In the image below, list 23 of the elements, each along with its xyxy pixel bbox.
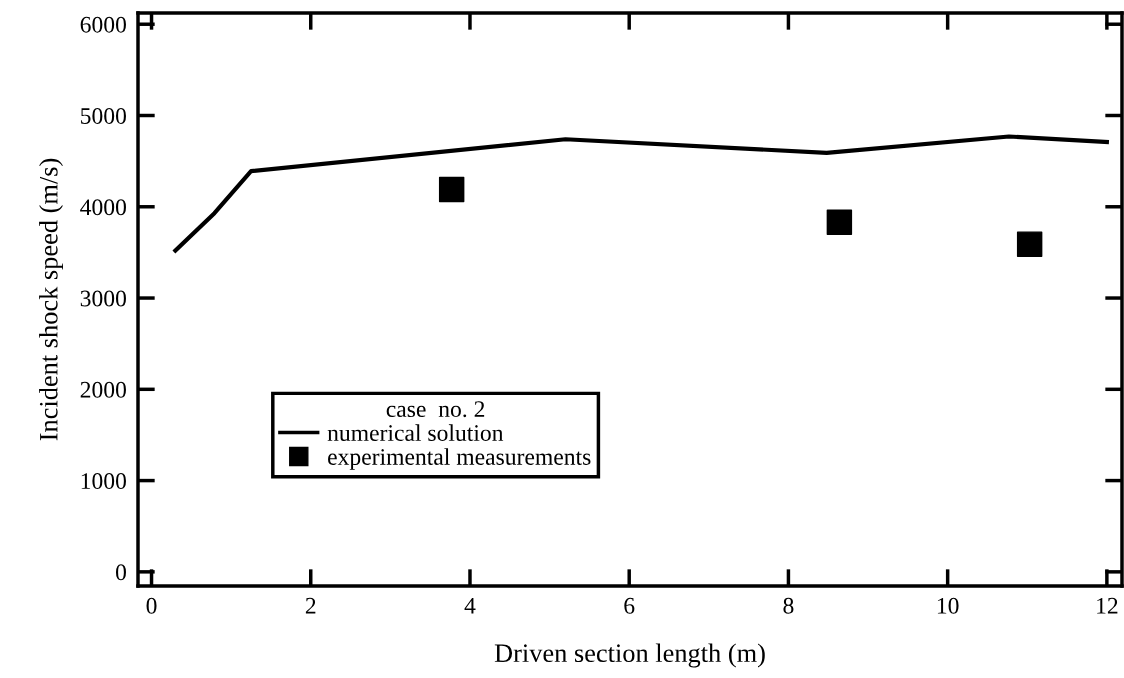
y-axis-title: Incident shock speed (m/s)	[39, 158, 63, 441]
x-tick-label: 10	[937, 597, 959, 614]
point	[826, 209, 853, 236]
y-tick-label: 0	[115, 564, 126, 581]
x-tick-label: 4	[464, 597, 476, 614]
x-tick-label: 12	[1097, 597, 1118, 614]
x-tick-label: 0	[146, 597, 157, 614]
legend-label: numerical solution	[327, 424, 504, 441]
y-tick-label: 2000	[80, 381, 126, 398]
y-tick-label: 1000	[81, 473, 126, 490]
line-series	[173, 134, 1109, 253]
x-tick-label: 6	[624, 597, 635, 614]
legend-title: case no. 2	[386, 401, 485, 418]
point	[438, 176, 465, 203]
x-tick-label: 8	[783, 597, 794, 614]
y-tick-label: 5000	[81, 107, 126, 124]
x-tick-label: 2	[305, 597, 316, 614]
point	[1016, 231, 1043, 257]
y-tick-label: 3000	[80, 290, 126, 307]
legend-label: experimental measurements	[328, 448, 591, 470]
x-axis-title: Driven section length (m)	[494, 643, 765, 668]
y-tick-label: 4000	[80, 199, 126, 216]
y-tick-label: 6000	[80, 16, 126, 33]
